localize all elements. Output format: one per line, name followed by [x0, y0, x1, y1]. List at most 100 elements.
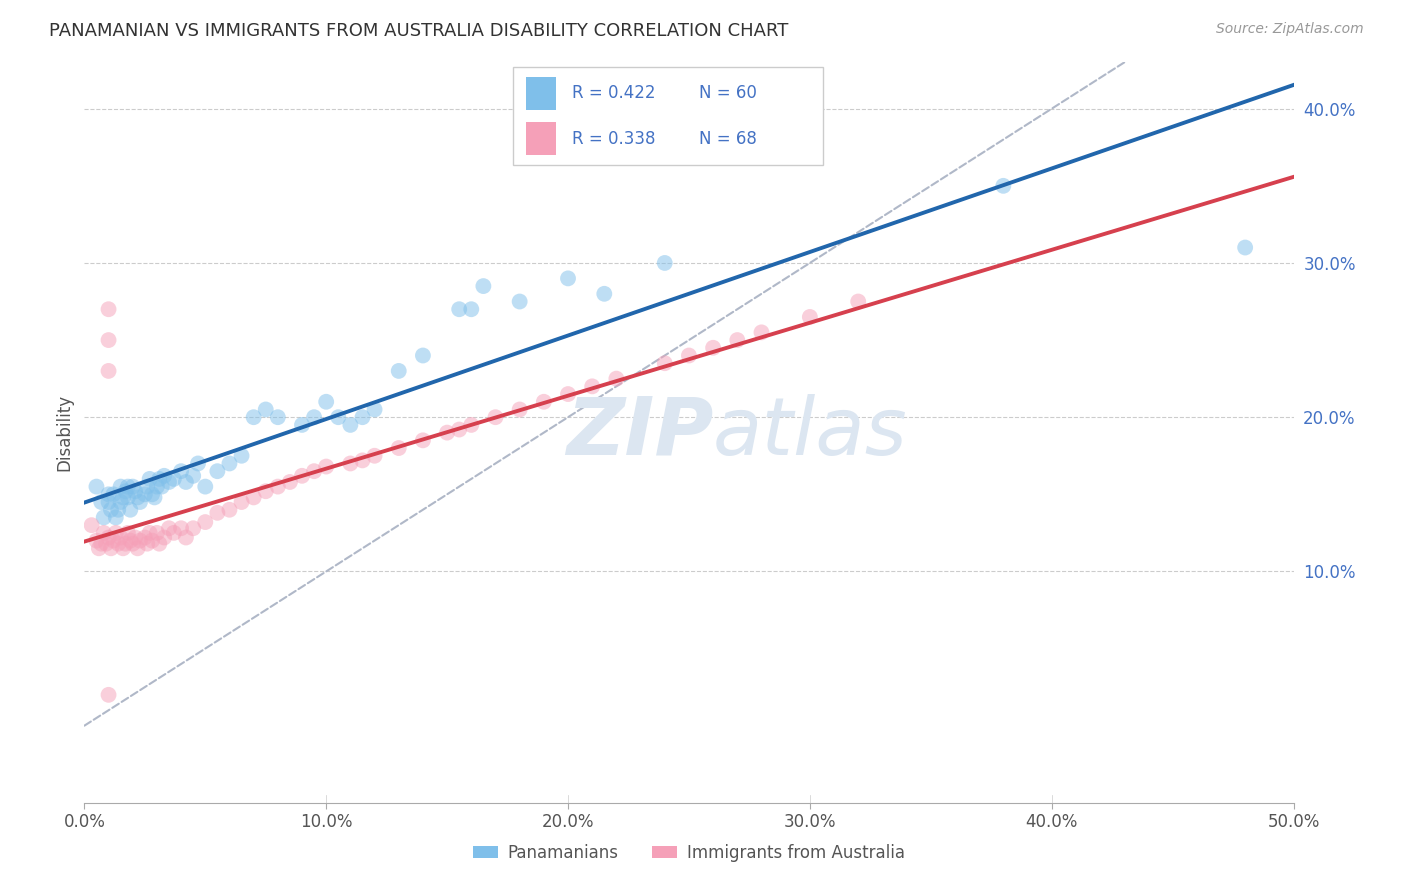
- Point: [846, 294, 869, 309]
- Point: [112, 491, 135, 505]
- Point: [449, 423, 471, 437]
- Point: [148, 536, 170, 550]
- Text: R = 0.338: R = 0.338: [572, 129, 655, 147]
- Point: [254, 402, 277, 417]
- Point: [103, 487, 125, 501]
- Point: [87, 541, 110, 556]
- Point: [315, 459, 337, 474]
- Point: [90, 536, 112, 550]
- Point: [121, 536, 143, 550]
- Point: [328, 410, 350, 425]
- Point: [725, 333, 748, 347]
- Point: [110, 480, 132, 494]
- Point: [90, 495, 112, 509]
- Point: [124, 484, 146, 499]
- Point: [150, 480, 173, 494]
- Point: [104, 510, 127, 524]
- Point: [509, 402, 531, 417]
- Point: [218, 502, 240, 516]
- Point: [112, 541, 135, 556]
- Point: [207, 506, 229, 520]
- Point: [97, 364, 120, 378]
- Point: [86, 480, 108, 494]
- Point: [436, 425, 458, 440]
- Point: [146, 480, 169, 494]
- Point: [472, 279, 495, 293]
- Point: [103, 533, 125, 548]
- Point: [114, 536, 136, 550]
- Point: [97, 531, 120, 545]
- Point: [146, 525, 169, 540]
- Point: [207, 464, 229, 478]
- Point: [352, 410, 374, 425]
- Point: [117, 480, 139, 494]
- Point: [114, 484, 136, 499]
- Point: [129, 533, 152, 548]
- Point: [153, 468, 176, 483]
- Point: [751, 326, 773, 340]
- Point: [136, 480, 159, 494]
- Point: [678, 349, 700, 363]
- Point: [315, 394, 337, 409]
- Point: [302, 464, 325, 478]
- Point: [509, 294, 531, 309]
- Point: [388, 441, 411, 455]
- Point: [654, 256, 676, 270]
- Point: [136, 536, 159, 550]
- Legend: Panamanians, Immigrants from Australia: Panamanians, Immigrants from Australia: [467, 838, 911, 869]
- Point: [593, 286, 616, 301]
- Point: [124, 531, 146, 545]
- Point: [117, 525, 139, 540]
- Point: [412, 349, 434, 363]
- Point: [291, 468, 314, 483]
- Text: N = 68: N = 68: [699, 129, 756, 147]
- Point: [120, 533, 142, 548]
- Point: [605, 371, 627, 385]
- Point: [100, 541, 122, 556]
- Point: [107, 502, 129, 516]
- Point: [799, 310, 821, 324]
- Point: [231, 495, 253, 509]
- Bar: [526, 77, 557, 110]
- Point: [157, 521, 180, 535]
- Point: [97, 688, 120, 702]
- FancyBboxPatch shape: [513, 67, 823, 165]
- Point: [388, 364, 411, 378]
- Point: [97, 495, 120, 509]
- Point: [86, 533, 108, 548]
- Point: [110, 531, 132, 545]
- Point: [143, 491, 166, 505]
- Text: ZIP: ZIP: [565, 393, 713, 472]
- Point: [449, 302, 471, 317]
- Point: [134, 487, 156, 501]
- Point: [174, 531, 197, 545]
- Point: [460, 417, 482, 432]
- Point: [557, 271, 579, 285]
- Text: atlas: atlas: [713, 393, 908, 472]
- Point: [94, 536, 117, 550]
- Point: [181, 521, 204, 535]
- Point: [339, 417, 361, 432]
- Point: [302, 410, 325, 425]
- Text: N = 60: N = 60: [699, 85, 756, 103]
- Point: [141, 533, 163, 548]
- Point: [254, 484, 277, 499]
- Point: [93, 510, 115, 524]
- Point: [170, 464, 193, 478]
- Point: [187, 457, 209, 471]
- Point: [93, 525, 115, 540]
- Point: [97, 333, 120, 347]
- Point: [141, 487, 163, 501]
- Point: [163, 472, 186, 486]
- Point: [174, 475, 197, 489]
- Point: [993, 178, 1015, 193]
- Point: [153, 531, 176, 545]
- Text: PANAMANIAN VS IMMIGRANTS FROM AUSTRALIA DISABILITY CORRELATION CHART: PANAMANIAN VS IMMIGRANTS FROM AUSTRALIA …: [49, 22, 789, 40]
- Point: [267, 480, 290, 494]
- Point: [97, 302, 120, 317]
- Y-axis label: Disability: Disability: [55, 394, 73, 471]
- Point: [181, 468, 204, 483]
- Text: Source: ZipAtlas.com: Source: ZipAtlas.com: [1216, 22, 1364, 37]
- Bar: [526, 122, 557, 155]
- Point: [484, 410, 506, 425]
